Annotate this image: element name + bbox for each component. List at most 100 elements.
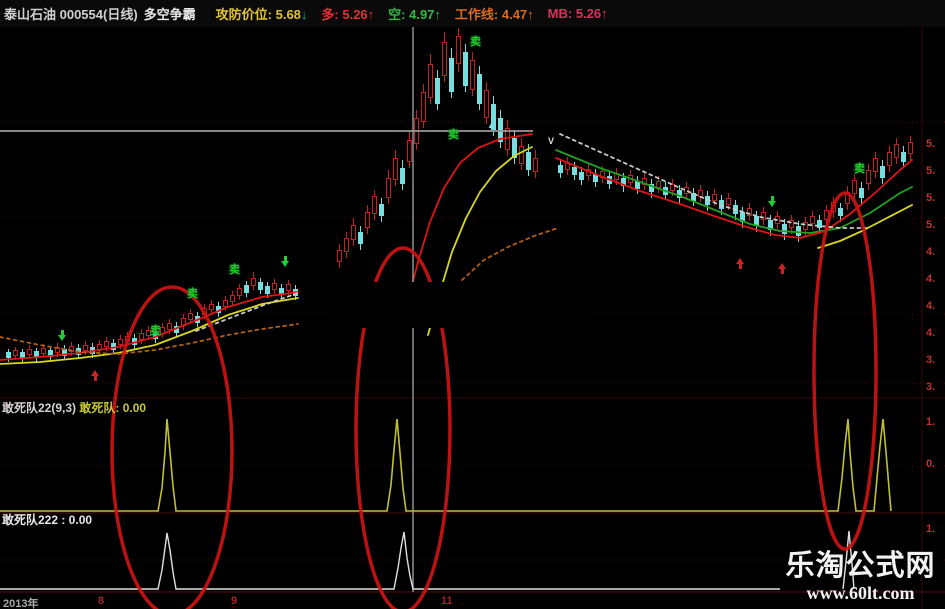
v-marker: V (548, 136, 555, 146)
candlestick (111, 343, 116, 350)
price-axis-label: 3. (926, 381, 936, 393)
candlestick (649, 184, 654, 192)
header-segment: 泰山石油 000554(日线) (4, 7, 138, 22)
candlestick (379, 204, 384, 216)
arrow-stem (284, 256, 287, 262)
candlestick (428, 64, 433, 98)
candlestick (621, 178, 626, 186)
header-segment: 多空争霸 (143, 7, 196, 22)
trend-arrow-icon: ↑ (367, 7, 375, 22)
candlestick (873, 158, 878, 172)
moving-average-line (461, 227, 559, 281)
candlestick (866, 170, 871, 184)
candlestick (894, 144, 899, 158)
sell-signal-marker: 卖 (854, 163, 865, 175)
moving-average-line (817, 204, 913, 249)
price-axis-label: 5. (926, 165, 936, 177)
price-axis-label: 4. (926, 300, 936, 312)
candlestick (174, 326, 179, 333)
watermark-site-name: 乐淘公式网 (785, 550, 936, 582)
indicator1-curve (0, 418, 892, 512)
price-axis-label: 4. (926, 246, 936, 258)
candlestick (20, 352, 25, 359)
candlestick (118, 339, 123, 345)
candlestick (230, 295, 235, 302)
candlestick (272, 283, 277, 290)
candlestick (803, 222, 808, 230)
year-label: 2013年 (3, 598, 39, 609)
candlestick (789, 220, 794, 228)
trend-arrow-icon: ↓ (300, 7, 308, 22)
moving-average-line (559, 133, 869, 229)
candlestick (365, 212, 370, 228)
moving-average-line (555, 157, 913, 239)
month-tick-label: 11 (441, 595, 453, 607)
arrow-head (91, 370, 99, 376)
candlestick (265, 286, 270, 294)
candlestick (512, 138, 517, 158)
candlestick (104, 341, 109, 347)
candlestick (139, 333, 144, 340)
candlestick (670, 184, 675, 191)
candlestick (761, 212, 766, 220)
arrow-head (736, 258, 744, 264)
candlestick (519, 146, 524, 164)
down-arrow-icon (58, 330, 67, 341)
candlestick (279, 288, 284, 295)
annotation-ellipse (354, 246, 452, 609)
header-segment: 攻防价位: 5.68↓ (215, 7, 308, 22)
candlestick (435, 78, 440, 104)
moving-average-line (0, 297, 299, 365)
candlestick (533, 158, 538, 172)
sell-signal-marker: 卖 (187, 288, 198, 300)
header-segment: 多: 5.26↑ (321, 7, 375, 22)
moving-average-line (405, 133, 533, 309)
indicator2-curve (0, 531, 780, 590)
annotation-ellipse (110, 285, 234, 609)
candlestick (796, 226, 801, 236)
candlestick (244, 285, 249, 293)
price-axis-label: 4. (926, 327, 936, 339)
candlestick (852, 180, 857, 194)
trend-arrow-icon: ↑ (601, 6, 608, 21)
sell-signal-marker: 卖 (229, 264, 240, 276)
candlestick (442, 42, 447, 76)
price-axis-label: 5. (926, 192, 936, 204)
candlestick (83, 345, 88, 351)
price-axis-label: 1. (926, 523, 936, 535)
candlestick (810, 216, 815, 224)
indicator2-curve (842, 530, 855, 590)
candlestick (880, 166, 885, 178)
arrow-head (768, 201, 776, 207)
candlestick (209, 304, 214, 310)
candlestick (6, 352, 11, 358)
indicator2-label: 敢死队222 : 0.00 (2, 513, 93, 527)
candlestick (132, 338, 137, 345)
candlestick (656, 181, 661, 188)
candlestick (747, 208, 752, 216)
candlestick (579, 172, 584, 180)
title-bar: 泰山石油 000554(日线) 多空争霸 攻防价位: 5.68↓ 多: 5.26↑ 空:… (0, 0, 945, 27)
candlestick (251, 278, 256, 286)
candlestick (337, 250, 342, 262)
candlestick (691, 193, 696, 201)
indicator1-value: 敢死队: 0.00 (79, 401, 147, 415)
candlestick (817, 220, 822, 228)
candlestick (286, 284, 291, 291)
candlestick (400, 168, 405, 184)
arrow-stem (739, 263, 742, 269)
candlestick (344, 238, 349, 252)
candlestick (62, 349, 67, 356)
candlestick (393, 158, 398, 180)
up-arrow-icon (778, 263, 787, 274)
candlestick (146, 330, 151, 336)
candlestick (901, 152, 906, 162)
candlestick (754, 216, 759, 226)
moving-average-line (0, 323, 299, 355)
candlestick (258, 282, 263, 290)
candlestick (449, 58, 454, 92)
watermark: 乐淘公式网 www.60lt.com (778, 549, 943, 603)
moving-average-line (0, 291, 299, 361)
